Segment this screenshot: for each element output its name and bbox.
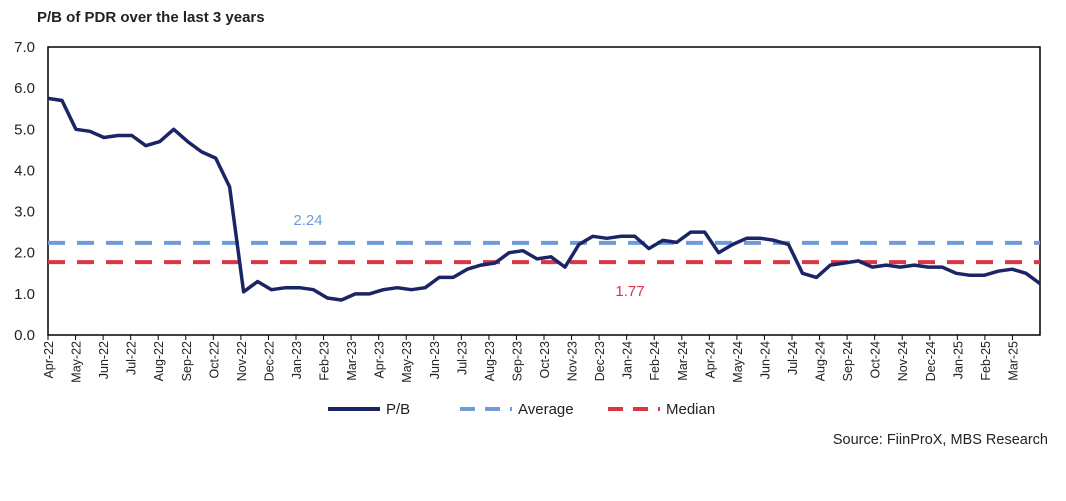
legend-label: Average [518,401,574,418]
x-tick-label: Aug-23 [483,341,497,381]
x-tick-label: May-22 [70,341,84,383]
x-tick-label: Jun-22 [97,341,111,379]
legend-label: Median [666,401,715,418]
y-tick-label: 2.0 [14,245,35,262]
x-tick-label: Feb-25 [979,341,993,381]
y-tick-label: 5.0 [14,121,35,138]
x-tick-label: Oct-23 [538,341,552,379]
x-tick-label: May-23 [400,341,414,383]
x-tick-label: Apr-24 [703,341,717,379]
x-tick-label: Nov-22 [235,341,249,381]
x-tick-label: Jan-24 [621,341,635,379]
x-tick-label: Dec-24 [924,341,938,381]
x-tick-label: Feb-23 [318,341,332,381]
pb-line [47,96,1042,302]
x-tick-label: Mar-24 [676,341,690,381]
x-tick-label: Dec-23 [593,341,607,381]
x-tick-label: Jul-24 [786,341,800,375]
x-tick-label: Nov-23 [566,341,580,381]
x-tick-label: Jul-22 [125,341,139,375]
x-tick-label: Aug-22 [152,341,166,381]
median-value-label: 1.77 [615,283,644,300]
source-note: Source: FiinProX, MBS Research [832,432,1048,448]
x-tick-label: May-24 [731,341,745,383]
x-tick-label: Apr-23 [373,341,387,379]
x-tick-label: Sep-23 [510,341,524,381]
legend-label: P/B [386,401,410,418]
y-tick-label: 0.0 [14,327,35,344]
plot-frame [47,46,1041,336]
x-tick-label: Sep-24 [841,341,855,381]
x-tick-label: Oct-22 [207,341,221,379]
x-tick-label: Mar-23 [345,341,359,381]
x-tick-label: Apr-22 [42,341,56,379]
x-tick-label: Jan-23 [290,341,304,379]
x-tick-label: Dec-22 [262,341,276,381]
x-tick-label: Jan-25 [951,341,965,379]
average-value-label: 2.24 [293,212,322,229]
x-tick-label: Oct-24 [869,341,883,379]
x-tick-label: Sep-22 [180,341,194,381]
x-tick-label: Jun-24 [758,341,772,379]
x-tick-label: Jul-23 [455,341,469,375]
chart-title: P/B of PDR over the last 3 years [37,9,265,26]
y-tick-label: 1.0 [14,286,35,303]
x-tick-label: Nov-24 [896,341,910,381]
x-tick-label: Aug-24 [814,341,828,381]
y-tick-label: 7.0 [14,39,35,56]
x-tick-label: Mar-25 [1006,341,1020,381]
y-tick-label: 4.0 [14,162,35,179]
y-tick-label: 6.0 [14,80,35,97]
x-tick-label: Feb-24 [648,341,662,381]
y-tick-label: 3.0 [14,204,35,221]
x-tick-label: Jun-23 [428,341,442,379]
